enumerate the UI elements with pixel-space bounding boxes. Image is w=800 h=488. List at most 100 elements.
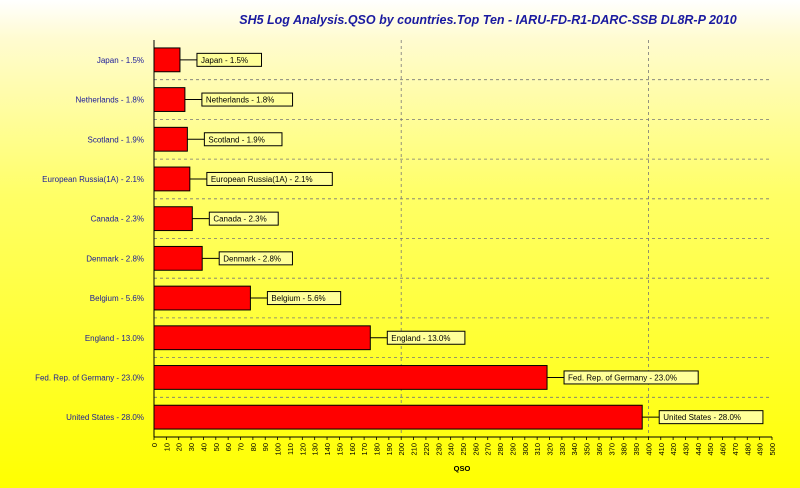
y-axis-tick-label: Fed. Rep. of Germany - 23.0% bbox=[35, 373, 144, 382]
x-axis-tick-label: 150 bbox=[335, 443, 344, 456]
y-axis-tick-label: Canada - 2.3% bbox=[91, 215, 144, 224]
data-label: Netherlands - 1.8% bbox=[206, 96, 274, 105]
data-label-box bbox=[208, 211, 279, 226]
bar bbox=[153, 365, 548, 390]
x-axis-tick-label: 360 bbox=[595, 443, 604, 456]
x-axis-tick-label: 410 bbox=[657, 443, 666, 456]
data-label-box bbox=[218, 251, 293, 266]
x-axis-tick-label: 320 bbox=[546, 443, 555, 456]
x-axis-tick-label: 110 bbox=[286, 443, 295, 455]
bar bbox=[153, 285, 251, 311]
data-label-box bbox=[196, 52, 263, 67]
bar bbox=[153, 325, 371, 351]
bar bbox=[153, 126, 188, 152]
x-axis-tick-label: 390 bbox=[632, 443, 641, 456]
data-label: Belgium - 5.6% bbox=[271, 294, 325, 303]
x-axis-tick-label: 290 bbox=[508, 443, 517, 456]
y-axis-tick-label: Netherlands - 1.8% bbox=[76, 96, 144, 105]
x-axis-tick-label: 180 bbox=[372, 443, 381, 456]
x-axis-tick-label: 0 bbox=[150, 443, 159, 447]
x-axis-tick-label: 490 bbox=[756, 443, 765, 456]
x-axis-tick-label: 330 bbox=[558, 443, 567, 456]
x-axis-tick-label: 300 bbox=[521, 443, 530, 456]
x-axis-tick-label: 30 bbox=[187, 443, 196, 451]
x-axis-tick-label: 240 bbox=[447, 443, 456, 456]
x-axis-tick-label: 250 bbox=[459, 443, 468, 456]
x-axis-tick-label: 430 bbox=[681, 443, 690, 456]
x-axis-tick-label: 120 bbox=[298, 443, 307, 456]
data-label: Canada - 2.3% bbox=[213, 215, 266, 224]
x-axis-tick-label: 420 bbox=[669, 443, 678, 456]
bar bbox=[153, 47, 181, 73]
x-axis-tick-label: 260 bbox=[471, 443, 480, 456]
y-axis-tick-label: United States - 28.0% bbox=[66, 413, 144, 422]
x-axis-tick-label: 400 bbox=[644, 443, 653, 456]
x-axis-tick-label: 40 bbox=[199, 443, 208, 451]
x-axis-tick-label: 340 bbox=[570, 443, 579, 456]
y-axis-labels: Japan - 1.5% Netherlands - 1.8% Scotland -… bbox=[35, 56, 144, 422]
x-axis-tick-label: 50 bbox=[212, 443, 221, 451]
x-axis-tick-label: 460 bbox=[719, 443, 728, 456]
x-axis-tick-label: 450 bbox=[706, 443, 715, 456]
x-axis-tick-label: 480 bbox=[743, 443, 752, 456]
x-axis-tick-label: 500 bbox=[768, 443, 777, 456]
x-axis-tick-label: 310 bbox=[533, 443, 542, 456]
x-axis-tick-label: 220 bbox=[422, 443, 431, 456]
x-axis-tick-label: 210 bbox=[410, 443, 419, 456]
data-label: United States - 28.0% bbox=[663, 413, 741, 422]
x-axis-tick-label: 380 bbox=[620, 443, 629, 456]
data-label-box bbox=[658, 410, 764, 425]
data-label-box bbox=[201, 92, 294, 107]
x-axis-tick-label: 140 bbox=[323, 443, 332, 456]
y-axis-tick-label: Scotland - 1.9% bbox=[88, 135, 144, 144]
x-axis-tick-label: 70 bbox=[237, 443, 246, 451]
data-label: Scotland - 1.9% bbox=[208, 135, 264, 144]
bar bbox=[153, 404, 643, 430]
x-axis-tick-label: 160 bbox=[348, 443, 357, 456]
bar bbox=[153, 245, 203, 271]
x-axis-tick-label: 280 bbox=[496, 443, 505, 456]
x-axis-tick-label: 20 bbox=[175, 443, 184, 451]
x-axis-tick-label: 350 bbox=[583, 443, 592, 456]
y-axis-tick-label: Japan - 1.5% bbox=[97, 56, 144, 65]
data-label: European Russia(1A) - 2.1% bbox=[211, 175, 313, 184]
bar bbox=[153, 166, 191, 192]
bars bbox=[153, 47, 643, 430]
y-axis-tick-label: Belgium - 5.6% bbox=[90, 294, 144, 303]
x-axis-tick-label: 370 bbox=[607, 443, 616, 456]
x-axis-tick-label: 230 bbox=[434, 443, 443, 456]
x-axis-tick-label: 130 bbox=[311, 443, 320, 456]
y-axis-tick-label: Denmark - 2.8% bbox=[86, 254, 144, 263]
y-axis-tick-label: England - 13.0% bbox=[85, 334, 144, 343]
x-axis-tick-label: 10 bbox=[162, 443, 171, 451]
x-axis-tick-label: 170 bbox=[360, 443, 369, 456]
x-axis-tick-label: 200 bbox=[397, 443, 406, 456]
data-label: England - 13.0% bbox=[391, 334, 450, 343]
bar bbox=[153, 206, 193, 232]
data-label-box bbox=[266, 291, 342, 306]
data-label-box bbox=[386, 330, 466, 345]
bar bbox=[153, 87, 186, 112]
x-axis-tick-label: 190 bbox=[385, 443, 394, 456]
data-label: Japan - 1.5% bbox=[201, 56, 248, 65]
data-label-box bbox=[563, 370, 699, 385]
x-axis-tick-label: 80 bbox=[249, 443, 258, 451]
x-axis-tick-label: 270 bbox=[484, 443, 493, 456]
grid bbox=[154, 40, 772, 437]
data-label: Fed. Rep. of Germany - 23.0% bbox=[568, 373, 677, 382]
x-axis-tick-label: 440 bbox=[694, 443, 703, 456]
x-axis-tick-label: 60 bbox=[224, 443, 233, 451]
data-label-box bbox=[206, 171, 333, 186]
x-axis-tick-label: 470 bbox=[731, 443, 740, 456]
x-axis-tick-label: 90 bbox=[261, 443, 270, 451]
x-axis: 0 10 20 30 40 50 60 70 80 90 100 110 120 130 140 150 160… bbox=[150, 40, 777, 456]
data-label: Denmark - 2.8% bbox=[223, 254, 281, 263]
x-axis-tick-label: 100 bbox=[274, 443, 283, 456]
x-axis-title: QSO bbox=[454, 464, 471, 473]
data-labels: Japan - 1.5% Netherlands - 1.8% Scotland -… bbox=[179, 52, 764, 425]
y-axis-tick-label: European Russia(1A) - 2.1% bbox=[42, 175, 144, 184]
data-label-box bbox=[203, 132, 283, 147]
chart-title: SH5 Log Analysis.QSO by countries.Top Te… bbox=[239, 13, 737, 27]
